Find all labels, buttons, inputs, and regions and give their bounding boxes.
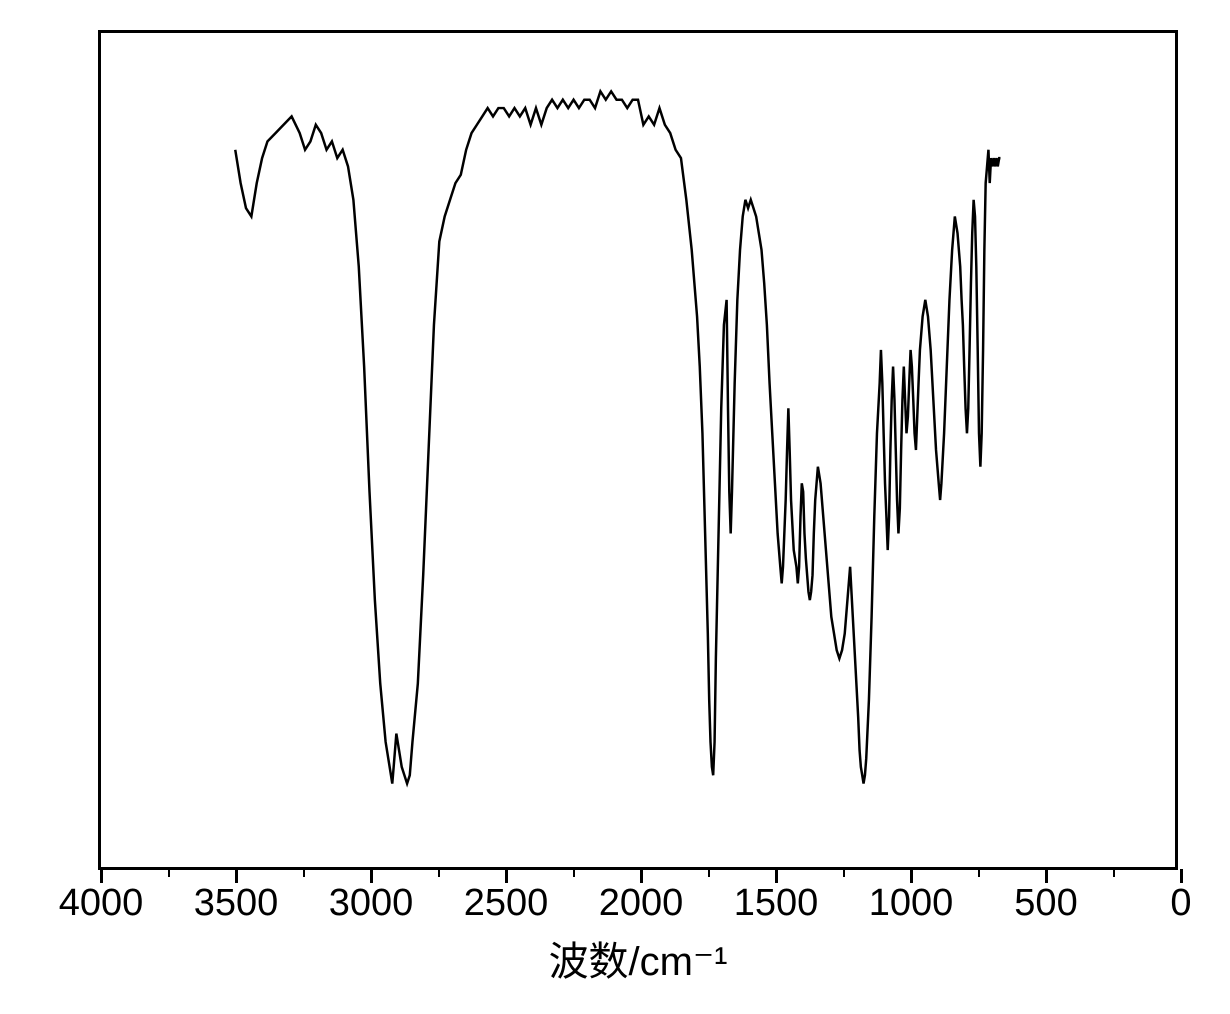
x-tick-label: 1000 (869, 882, 954, 925)
x-tick-label: 3500 (194, 882, 279, 925)
x-tick-major (505, 869, 508, 883)
x-tick-major (1045, 869, 1048, 883)
x-tick-minor (438, 869, 440, 877)
x-tick-minor (1113, 869, 1115, 877)
x-tick-label: 0 (1170, 882, 1191, 925)
x-tick-minor (303, 869, 305, 877)
x-tick-label: 2500 (464, 882, 549, 925)
spectrum-curve (235, 91, 1000, 783)
x-tick-major (910, 869, 913, 883)
x-tick-label: 500 (1014, 882, 1077, 925)
x-tick-major (235, 869, 238, 883)
x-tick-major (1180, 869, 1183, 883)
x-tick-label: 2000 (599, 882, 684, 925)
plot-border: 40003500300025002000150010005000 波数/cm⁻¹ (98, 30, 1178, 870)
x-tick-minor (978, 869, 980, 877)
ir-spectrum-chart: 40003500300025002000150010005000 波数/cm⁻¹ (98, 30, 1178, 870)
x-tick-minor (843, 869, 845, 877)
x-tick-label: 1500 (734, 882, 819, 925)
x-tick-minor (168, 869, 170, 877)
spectrum-svg (101, 33, 1175, 867)
x-tick-major (100, 869, 103, 883)
x-tick-major (775, 869, 778, 883)
x-tick-major (640, 869, 643, 883)
x-tick-minor (708, 869, 710, 877)
x-tick-label: 3000 (329, 882, 414, 925)
x-tick-label: 4000 (59, 882, 144, 925)
x-tick-major (370, 869, 373, 883)
x-tick-minor (573, 869, 575, 877)
x-axis-title: 波数/cm⁻¹ (549, 929, 728, 987)
